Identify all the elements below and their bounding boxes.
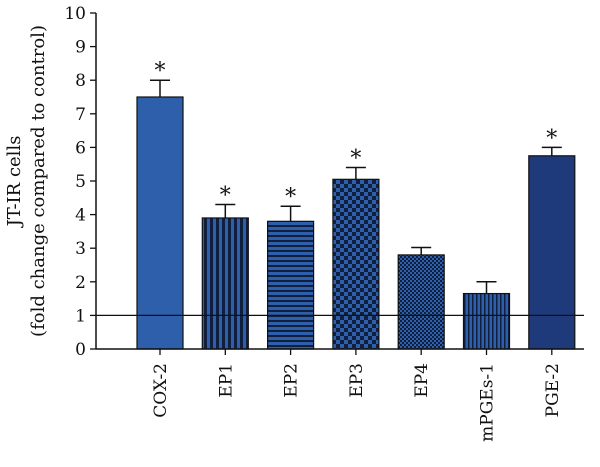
category-label: mPGEs-1 [478, 363, 498, 442]
y-tick-label: 10 [64, 4, 86, 24]
y-tick-label: 1 [75, 306, 86, 326]
significance-mark: * [546, 126, 557, 151]
category-label: COX-2 [151, 363, 171, 418]
bar-ep4 [397, 254, 445, 350]
bar-pge-2 [528, 155, 576, 350]
y-tick-label: 6 [75, 138, 86, 158]
significance-mark: * [155, 59, 166, 84]
y-tick-label: 8 [75, 71, 86, 91]
bar-ep2 [267, 220, 315, 350]
significance-mark: * [285, 185, 296, 210]
significance-mark: * [220, 184, 231, 209]
bar-ep3 [332, 178, 380, 350]
bar-cox-2 [136, 96, 184, 350]
category-label: EP1 [216, 363, 236, 398]
bars-layer [136, 79, 576, 350]
y-tick-label: 2 [75, 273, 86, 293]
category-label: PGE-2 [543, 363, 563, 417]
y-axis-title-line2: (fold change compared to control) [28, 25, 49, 337]
significance-mark: * [350, 147, 361, 172]
labels-layer: * COX-2 * EP1 * EP2 * EP3 EP4 mPGEs-1 * PGE-2 0 1 2 3 4 5… [64, 4, 562, 442]
axes-layer [90, 12, 584, 355]
bar-ep1 [201, 217, 249, 350]
y-tick-label: 7 [75, 105, 86, 125]
y-axis-title-line1: JT-IR cells [4, 136, 25, 229]
y-tick-label: 0 [75, 340, 86, 360]
bar-mpges-1 [462, 292, 511, 350]
category-label: EP2 [282, 363, 302, 398]
category-label: EP3 [347, 363, 367, 398]
y-tick-label: 9 [75, 38, 86, 58]
y-tick-label: 5 [75, 172, 86, 192]
category-label: EP4 [412, 363, 432, 398]
y-tick-label: 3 [75, 239, 86, 259]
y-tick-label: 4 [75, 206, 86, 226]
